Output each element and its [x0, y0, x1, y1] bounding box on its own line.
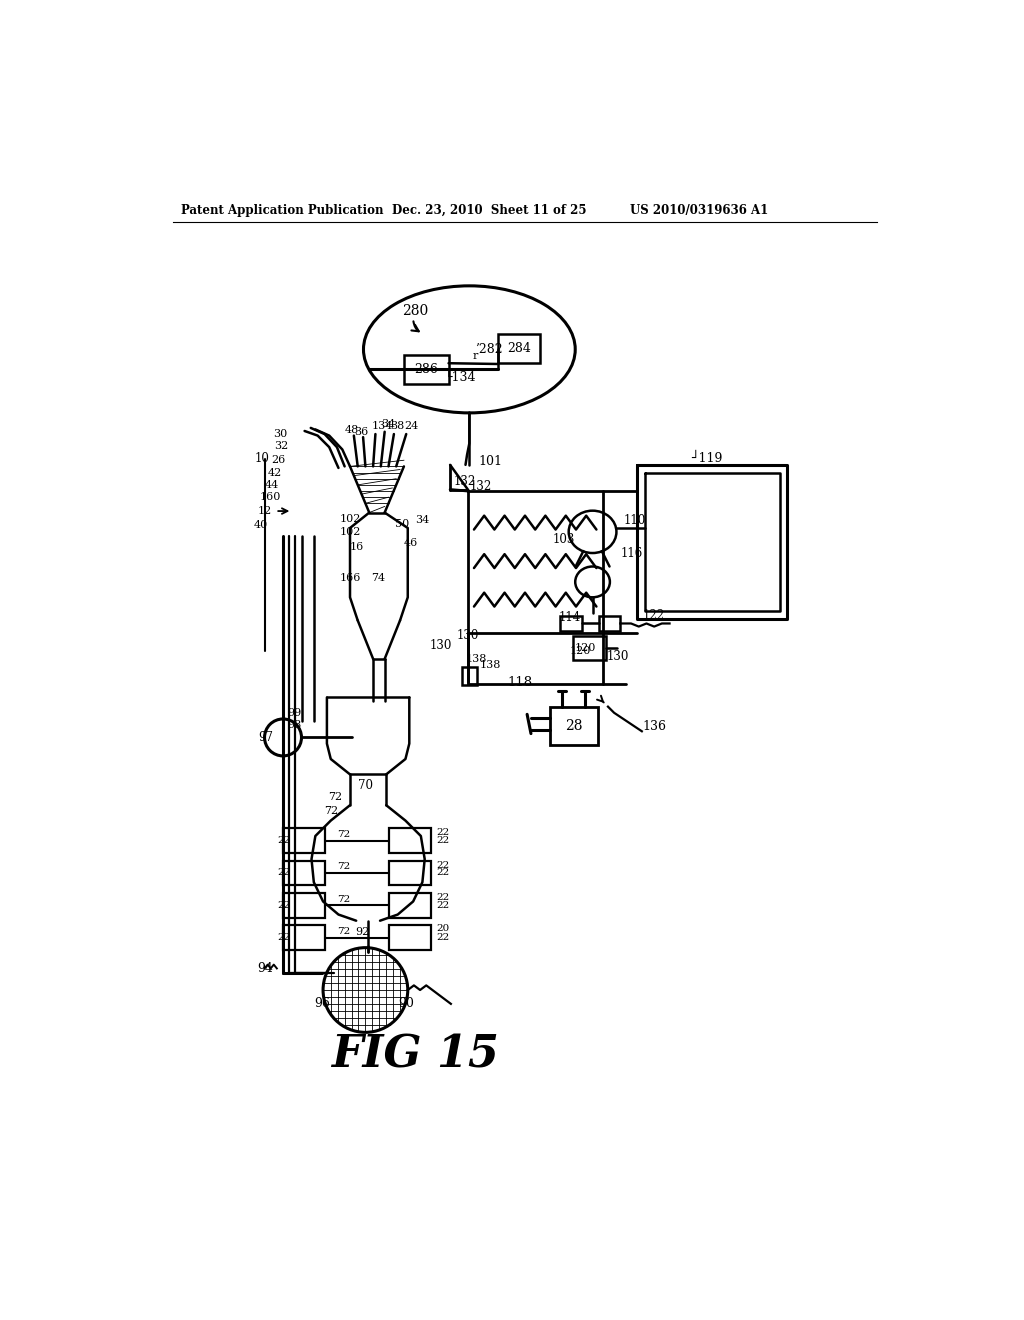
Text: 120: 120	[569, 647, 591, 656]
FancyBboxPatch shape	[388, 892, 431, 917]
Text: Dec. 23, 2010  Sheet 11 of 25: Dec. 23, 2010 Sheet 11 of 25	[392, 205, 587, 218]
Text: 132: 132	[454, 475, 476, 488]
Text: 90: 90	[398, 998, 415, 1010]
Text: 24: 24	[404, 421, 419, 430]
FancyBboxPatch shape	[283, 892, 326, 917]
Text: 22: 22	[436, 869, 450, 878]
Text: 286: 286	[415, 363, 438, 376]
FancyBboxPatch shape	[498, 334, 541, 363]
Text: 138: 138	[479, 660, 501, 671]
Text: └134: └134	[444, 371, 476, 384]
Text: 72: 72	[328, 792, 342, 803]
Text: 34: 34	[381, 418, 395, 429]
Text: 74: 74	[371, 573, 385, 583]
Text: 103: 103	[553, 533, 574, 546]
Text: 280: 280	[402, 304, 429, 318]
Text: 22: 22	[436, 861, 450, 870]
Text: ┘119: ┘119	[691, 453, 723, 465]
Text: 72: 72	[337, 895, 350, 904]
Text: US 2010/0319636 A1: US 2010/0319636 A1	[630, 205, 768, 218]
FancyBboxPatch shape	[403, 355, 449, 384]
Text: 72: 72	[337, 862, 350, 871]
FancyBboxPatch shape	[388, 925, 431, 950]
Text: 22: 22	[276, 869, 290, 878]
Text: 284: 284	[507, 342, 531, 355]
Text: 32: 32	[273, 441, 288, 451]
Text: 102: 102	[340, 527, 361, 537]
Text: 72: 72	[337, 927, 350, 936]
FancyBboxPatch shape	[599, 615, 621, 631]
Text: 22: 22	[276, 933, 290, 942]
FancyBboxPatch shape	[283, 829, 326, 853]
Text: 101: 101	[478, 455, 503, 469]
Text: 34: 34	[416, 515, 430, 525]
Text: 136: 136	[643, 721, 667, 733]
Text: ’282: ’282	[475, 343, 503, 356]
Text: 99: 99	[288, 708, 302, 718]
Text: 50: 50	[395, 519, 410, 529]
Text: 110: 110	[624, 513, 645, 527]
Text: r: r	[472, 351, 478, 360]
Text: 134: 134	[372, 421, 393, 432]
Text: 114: 114	[559, 611, 581, 624]
Text: 132: 132	[469, 480, 492, 492]
Text: 96: 96	[313, 998, 330, 1010]
FancyBboxPatch shape	[462, 667, 477, 685]
Text: 118: 118	[508, 676, 532, 689]
Text: 22: 22	[436, 894, 450, 902]
Text: 72: 72	[337, 830, 350, 840]
Text: 130: 130	[429, 639, 452, 652]
Text: 36: 36	[354, 426, 368, 437]
Text: 46: 46	[403, 539, 418, 548]
FancyBboxPatch shape	[283, 861, 326, 886]
Text: 138: 138	[466, 653, 486, 664]
Text: 70: 70	[357, 779, 373, 792]
Text: 10: 10	[255, 453, 269, 465]
Text: FIG 15: FIG 15	[332, 1034, 500, 1077]
Text: 22: 22	[436, 829, 450, 837]
Text: Patent Application Publication: Patent Application Publication	[180, 205, 383, 218]
FancyBboxPatch shape	[550, 706, 598, 744]
Text: 166: 166	[340, 573, 361, 583]
Text: 160: 160	[260, 492, 282, 502]
Text: 22: 22	[276, 836, 290, 845]
FancyBboxPatch shape	[388, 829, 431, 853]
FancyBboxPatch shape	[560, 615, 582, 631]
Text: 120: 120	[574, 643, 596, 653]
Text: 30: 30	[273, 429, 288, 440]
Text: 12: 12	[258, 506, 271, 516]
Text: 94: 94	[258, 962, 273, 975]
Text: 42: 42	[267, 467, 282, 478]
Text: 22: 22	[436, 900, 450, 909]
Text: 122: 122	[643, 610, 665, 622]
Text: 130: 130	[457, 630, 478, 643]
Text: 38: 38	[390, 421, 404, 430]
Text: 98: 98	[288, 721, 302, 730]
FancyBboxPatch shape	[283, 925, 326, 950]
Text: 48: 48	[345, 425, 358, 436]
Text: 97: 97	[258, 731, 273, 744]
Text: 130: 130	[606, 649, 629, 663]
Text: 22: 22	[436, 836, 450, 845]
FancyBboxPatch shape	[388, 861, 431, 886]
Text: 20: 20	[436, 924, 450, 933]
Text: 40: 40	[254, 520, 268, 529]
Text: 26: 26	[271, 455, 286, 465]
Text: 22: 22	[276, 900, 290, 909]
FancyBboxPatch shape	[573, 636, 605, 660]
Text: 116: 116	[621, 546, 642, 560]
Text: 16: 16	[350, 543, 365, 552]
Text: 102: 102	[340, 513, 361, 524]
Text: 22: 22	[436, 933, 450, 942]
Text: 92: 92	[355, 927, 370, 937]
Text: 28: 28	[565, 719, 583, 733]
Text: 72: 72	[325, 807, 339, 816]
Text: 44: 44	[264, 480, 279, 490]
